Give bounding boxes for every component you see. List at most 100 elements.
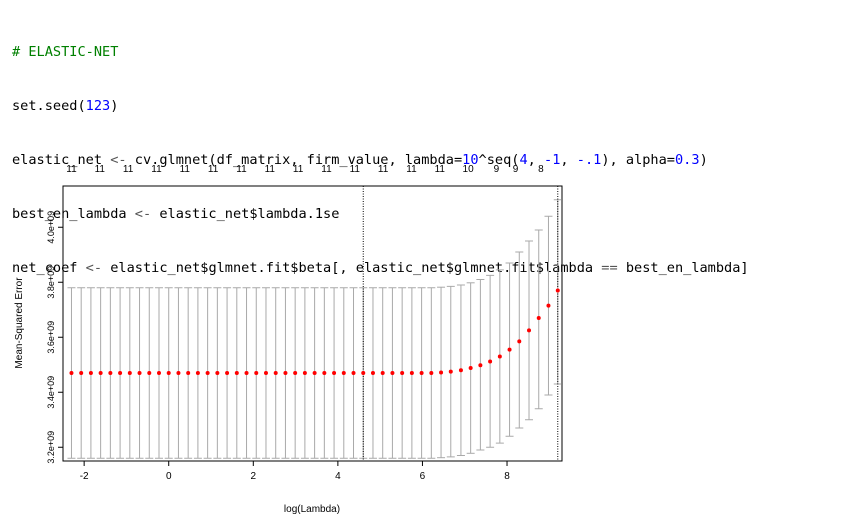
mse-point	[478, 363, 483, 368]
mse-point	[283, 371, 288, 375]
code-token: ), alpha=	[601, 152, 675, 168]
mse-point	[186, 371, 191, 375]
mse-point	[215, 371, 220, 375]
mse-point	[332, 371, 337, 375]
mse-point	[69, 371, 74, 375]
mse-point	[263, 371, 268, 375]
mse-point	[147, 371, 152, 375]
code-line-5: net_coef <- elastic_net$glmnet.fit$beta[…	[12, 259, 749, 277]
top-count-label: 11	[66, 164, 77, 175]
code-token: elastic_net$glmnet.fit$beta[, elastic_ne…	[102, 260, 602, 276]
code-token: ,	[560, 152, 577, 168]
y-tick-label: 3.8e+09	[46, 266, 56, 299]
mse-point	[225, 371, 230, 375]
mse-point	[419, 371, 424, 375]
x-axis-label: log(Lambda)	[284, 504, 340, 515]
error-bars	[67, 199, 562, 459]
top-count-label: 11	[293, 164, 304, 175]
y-tick-label: 3.6e+09	[46, 321, 56, 354]
cv-glmnet-plot: log(Lambda) Mean-Squared Error -2 0 2 4 6 8 3…	[14, 164, 563, 515]
code-number: 10	[462, 152, 479, 168]
code-line-4: best_en_lambda <- elastic_net$lambda.1se	[12, 205, 749, 223]
mse-point	[166, 371, 171, 375]
top-count-label: 10	[463, 164, 475, 175]
mse-point	[312, 371, 317, 375]
mse-point	[244, 371, 249, 375]
code-token: cv.glmnet(df_matrix, firm_value, lambda=	[126, 152, 463, 168]
mse-points	[69, 288, 560, 375]
code-token: best_en_lambda]	[617, 260, 749, 276]
code-token: )	[110, 98, 119, 114]
top-axis-counts: 11 11 11 11 11 11 11 11 11 11 11 11 11 11 10 9 9 8	[66, 164, 544, 175]
code-token: elastic_net$lambda.1se	[151, 206, 340, 222]
code-operator: <-	[110, 152, 127, 168]
mse-point	[254, 371, 259, 375]
top-count-label: 8	[538, 164, 544, 175]
code-token: net_coef	[12, 260, 86, 276]
code-token: elastic_net	[12, 152, 111, 168]
mse-point	[488, 359, 493, 364]
mse-point	[273, 371, 278, 375]
mse-point	[497, 354, 502, 359]
y-axis-label: Mean-Squared Error	[14, 277, 25, 369]
y-tick-label: 4.0e+09	[46, 211, 56, 244]
mse-point	[322, 371, 327, 375]
mse-point	[546, 303, 551, 308]
mse-point	[127, 371, 132, 375]
x-axis: -2 0 2 4 6 8	[80, 461, 510, 482]
code-editor[interactable]: # ELASTIC-NET set.seed(123) elastic_net …	[12, 7, 749, 295]
x-tick-label: 4	[335, 471, 341, 482]
top-count-label: 11	[350, 164, 361, 175]
top-count-label: 11	[435, 164, 446, 175]
code-operator: <-	[85, 260, 103, 276]
top-count-label: 11	[236, 164, 247, 175]
code-operator: ==	[601, 260, 618, 276]
mse-point	[156, 371, 161, 375]
plot-frame	[62, 185, 563, 462]
code-comment: # ELASTIC-NET	[12, 44, 119, 60]
x-tick-label: 2	[251, 471, 257, 482]
y-tick-label: 3.4e+09	[46, 376, 56, 409]
top-count-label: 11	[123, 164, 134, 175]
top-count-label: 11	[208, 164, 219, 175]
code-line-2: set.seed(123)	[12, 97, 749, 115]
mse-point	[370, 371, 375, 375]
code-operator: <-	[134, 206, 152, 222]
code-line-1: # ELASTIC-NET	[12, 43, 749, 61]
code-number: 4	[519, 152, 528, 168]
mse-point	[400, 371, 405, 375]
mse-point	[205, 371, 210, 375]
code-token: set.seed(	[12, 98, 86, 114]
mse-point	[361, 371, 366, 375]
mse-point	[390, 371, 395, 375]
mse-point	[409, 371, 414, 375]
mse-point	[351, 371, 356, 375]
mse-point	[118, 371, 123, 375]
mse-point	[507, 347, 512, 352]
mse-point	[429, 371, 434, 375]
top-count-label: 9	[513, 164, 519, 175]
code-token: best_en_lambda	[12, 206, 135, 222]
x-tick-label: 0	[166, 471, 172, 482]
mse-point	[527, 328, 532, 333]
mse-point	[468, 366, 473, 371]
code-line-3: elastic_net <- cv.glmnet(df_matrix, firm…	[12, 151, 749, 169]
code-token: ,	[527, 152, 545, 168]
code-number: 123	[85, 98, 111, 114]
mse-point	[108, 371, 113, 375]
top-count-label: 11	[265, 164, 276, 175]
top-count-label: 11	[151, 164, 162, 175]
top-count-label: 11	[95, 164, 106, 175]
mse-point	[458, 368, 463, 373]
top-count-label: 11	[321, 164, 332, 175]
mse-point	[536, 316, 541, 320]
x-tick-label: 8	[504, 471, 510, 482]
mse-point	[302, 371, 307, 375]
x-tick-label: -2	[80, 471, 89, 482]
mse-point	[293, 371, 298, 375]
mse-point	[79, 371, 84, 375]
y-tick-label: 3.2e+09	[46, 431, 56, 464]
code-number: -1	[544, 152, 561, 168]
mse-point	[137, 371, 142, 375]
mse-point	[234, 371, 239, 375]
